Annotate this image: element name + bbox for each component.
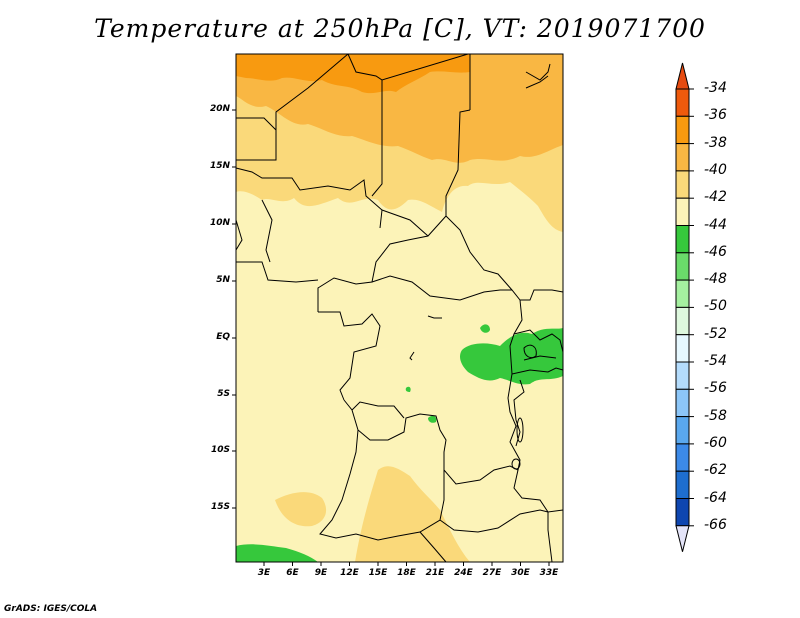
- lon-label-27e: 27E: [482, 568, 502, 578]
- lat-label-5s: 5S: [217, 389, 230, 399]
- colorbar-box--34: [675, 88, 690, 117]
- field-band-36: [236, 54, 470, 94]
- field-green-44-small-1: [480, 324, 490, 333]
- colorbar: [675, 62, 694, 552]
- map-frame: [235, 53, 564, 563]
- colorbar-box--40: [675, 170, 690, 199]
- field-band-38: [236, 54, 563, 163]
- lat-label-5n: 5N: [216, 275, 230, 285]
- colorbar-label-m44: -44: [704, 216, 727, 233]
- colorbar-label-m46: -46: [704, 243, 727, 260]
- lon-label-21e: 21E: [425, 568, 445, 578]
- lat-label-10n: 10N: [209, 218, 230, 228]
- field-green-44-small-2: [428, 415, 437, 423]
- colorbar-box--62: [675, 470, 690, 500]
- lon-label-18e: 18E: [397, 568, 416, 578]
- lon-label-6e: 6E: [286, 568, 299, 578]
- lon-label-12e: 12E: [340, 568, 359, 578]
- lakes: [409, 315, 537, 470]
- colorbar-box--46: [675, 252, 690, 281]
- lat-label-10s: 10S: [210, 445, 230, 455]
- lat-label-15n: 15N: [209, 161, 230, 171]
- lat-label-eq: EQ: [216, 332, 230, 342]
- colorbar-top-arrow: [675, 62, 690, 90]
- colorbar-label-m34: -34: [704, 80, 727, 96]
- colorbar-box--58: [675, 416, 690, 445]
- colorbar-label-m54: -54: [704, 353, 727, 369]
- field-blob-40-south: [355, 466, 470, 562]
- lon-label-30e: 30E: [511, 568, 530, 578]
- colorbar-box--48: [675, 279, 690, 308]
- colorbar-box--60: [675, 443, 690, 472]
- colorbar-box--44: [675, 225, 690, 254]
- lat-label-20n: 20N: [209, 104, 230, 114]
- colorbar-box--50: [675, 306, 690, 336]
- colorbar-label-m36: -36: [704, 107, 727, 124]
- field-green-44-east: [460, 328, 563, 385]
- colorbar-label-m52: -52: [704, 325, 727, 342]
- colorbar-label-m50: -50: [704, 298, 727, 315]
- field-green-44-small-3: [405, 386, 411, 392]
- colorbar-label-m40: -40: [704, 161, 727, 178]
- lon-label-9e: 9E: [314, 568, 328, 578]
- colorbar-label-m66: -66: [704, 516, 727, 533]
- map-title: Temperature at 250hPa [C], VT: 201907170…: [94, 14, 706, 43]
- colorbar-box--42: [675, 197, 690, 226]
- colorbar-box--54: [675, 361, 690, 390]
- temperature-field: [236, 54, 563, 562]
- latitude-ticks: [232, 109, 236, 509]
- colorbar-box--36: [675, 115, 690, 145]
- grads-credit: GrADS: IGES/COLA: [4, 604, 98, 614]
- field-green-44-southwest: [236, 544, 318, 562]
- lon-label-33e: 33E: [539, 568, 559, 578]
- colorbar-label-m60: -60: [704, 434, 727, 451]
- lat-label-15s: 15S: [210, 502, 230, 512]
- colorbar-box--38: [675, 143, 690, 172]
- colorbar-box--64: [675, 498, 690, 527]
- colorbar-label-m64: -64: [704, 489, 727, 506]
- field-blob-40-southwest: [275, 492, 327, 527]
- colorbar-box--52: [675, 334, 690, 363]
- colorbar-label-m56: -56: [704, 380, 727, 397]
- country-borders: [235, 53, 564, 563]
- colorbar-bottom-arrow: [675, 525, 690, 552]
- lon-label-15e: 15E: [368, 568, 388, 578]
- colorbar-label-m38: -38: [704, 134, 727, 151]
- lon-label-24e: 24E: [454, 568, 473, 578]
- colorbar-label-m42: -42: [704, 189, 727, 206]
- lon-label-3e: 3E: [257, 568, 271, 578]
- colorbar-box--56: [675, 388, 690, 418]
- colorbar-label-m48: -48: [704, 271, 727, 288]
- colorbar-label-m62: -62: [704, 462, 727, 479]
- longitude-ticks: [263, 562, 550, 566]
- colorbar-label-m58: -58: [704, 407, 727, 424]
